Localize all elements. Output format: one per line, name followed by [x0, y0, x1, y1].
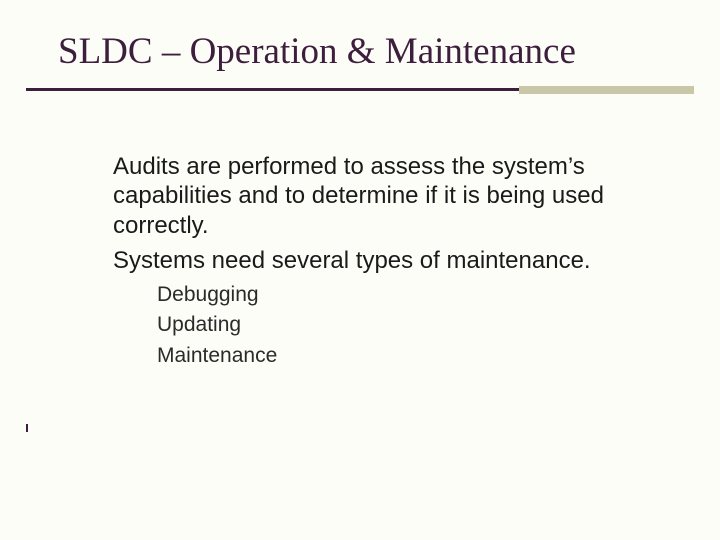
- slide-title: SLDC – Operation & Maintenance: [58, 30, 658, 73]
- body-paragraph-1: Audits are performed to assess the syste…: [113, 152, 653, 240]
- slide: SLDC – Operation & Maintenance Audits ar…: [0, 0, 720, 540]
- body-paragraph-2: Systems need several types of maintenanc…: [113, 246, 653, 275]
- sublist-item: Updating: [157, 311, 653, 339]
- title-rule-light: [519, 86, 694, 94]
- title-rule-dark: [26, 88, 519, 91]
- body-sublist: Debugging Updating Maintenance: [157, 281, 653, 370]
- sublist-item: Debugging: [157, 281, 653, 309]
- sublist-item: Maintenance: [157, 342, 653, 370]
- slide-body: Audits are performed to assess the syste…: [113, 152, 653, 372]
- title-rule: [26, 86, 694, 94]
- decorative-edge-mark: [26, 424, 28, 432]
